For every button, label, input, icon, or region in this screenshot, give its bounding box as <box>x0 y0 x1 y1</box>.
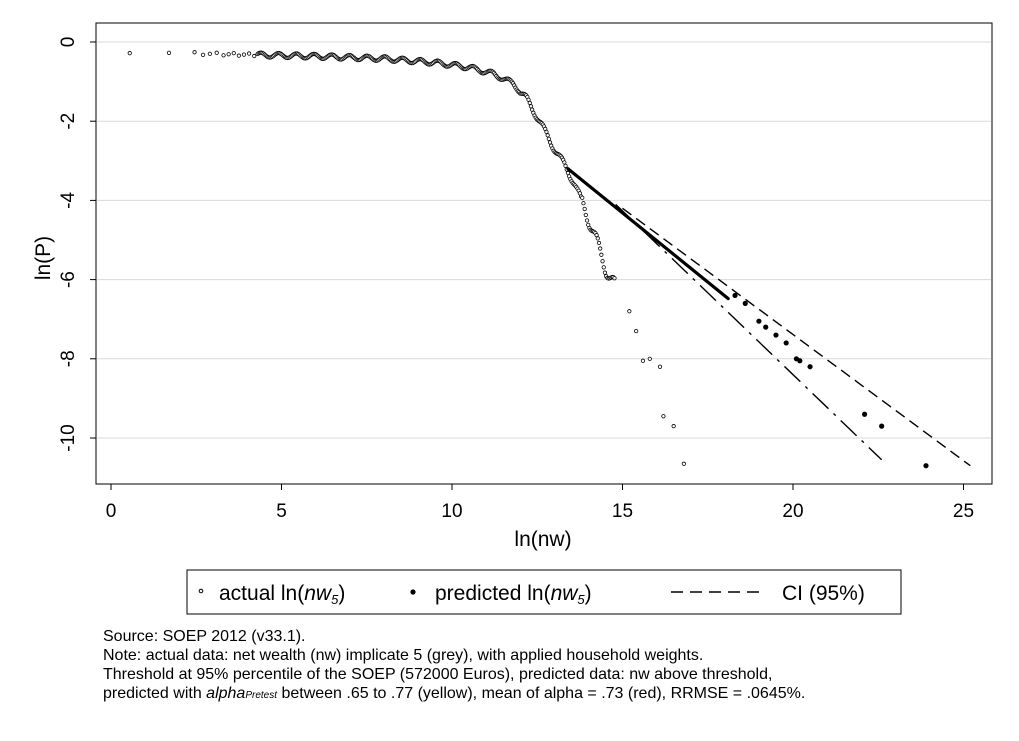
gridlines <box>97 41 991 439</box>
actual-point <box>657 364 663 369</box>
actual-point <box>634 328 639 334</box>
y-tick-label: -6 <box>58 271 79 288</box>
actual-point <box>640 358 646 363</box>
note-line-3: predicted with alphaPretest between .65 … <box>103 685 806 702</box>
actual-point <box>226 52 231 57</box>
predicted-point <box>763 324 769 330</box>
note-line-2: Threshold at 95% percentile of the SOEP … <box>103 666 773 683</box>
actual-point <box>681 461 686 466</box>
x-tick-label: 15 <box>612 501 633 522</box>
chart-notes: Source: SOEP 2012 (v33.1). Note: actual … <box>103 627 805 705</box>
y-tick-label: -10 <box>58 424 79 451</box>
actual-point <box>247 51 252 56</box>
plot-frame <box>95 22 993 485</box>
actual-point <box>583 212 588 218</box>
actual-point <box>544 129 549 134</box>
x-axis: 0 5 10 15 20 25 <box>106 484 974 522</box>
predicted-point <box>923 463 929 469</box>
actual-point <box>595 236 600 241</box>
legend-predicted-marker <box>410 589 416 595</box>
actual-point <box>545 133 550 138</box>
actual-point <box>596 240 602 246</box>
actual-point <box>661 414 666 419</box>
y-axis-title: ln(P) <box>32 236 55 280</box>
x-tick-label: 10 <box>441 501 462 522</box>
actual-point <box>600 259 605 264</box>
actual-point <box>231 51 236 56</box>
actual-point <box>647 356 652 361</box>
predicted-point <box>797 358 803 364</box>
actual-point <box>127 51 132 56</box>
actual-point <box>241 52 247 57</box>
actual-point <box>527 100 532 105</box>
predicted-point <box>862 411 868 417</box>
actual-point <box>252 53 257 59</box>
predicted-point <box>732 292 738 299</box>
legend-box <box>186 569 902 615</box>
actual-point <box>582 206 587 212</box>
actual-point <box>584 218 590 223</box>
predicted-line <box>566 167 730 301</box>
legend-ci-label: CI (95%) <box>782 582 865 605</box>
x-tick-label: 5 <box>276 501 287 522</box>
legend-actual-marker <box>198 588 204 594</box>
predicted-point <box>807 364 813 370</box>
y-tick-label: -4 <box>58 192 79 209</box>
predicted-point <box>742 300 748 306</box>
note-source: Source: SOEP 2012 (v33.1). <box>103 628 306 645</box>
data-marks <box>127 50 971 469</box>
legend-actual-label: actual ln(nw5) <box>219 582 345 607</box>
actual-point <box>562 160 567 165</box>
y-axis: 0 -2 -4 -6 -8 -10 <box>58 37 96 452</box>
predicted-point <box>756 318 762 324</box>
note-line-1: Note: actual data: net wealth (nw) impli… <box>103 647 704 664</box>
actual-point <box>192 50 197 55</box>
legend-predicted-label: predicted ln(nw5) <box>435 582 592 607</box>
actual-point <box>601 265 606 270</box>
actual-point <box>207 51 212 56</box>
x-tick-label: 20 <box>782 501 803 522</box>
actual-point <box>581 201 586 206</box>
actual-point <box>612 276 617 281</box>
actual-point <box>236 53 241 58</box>
actual-point <box>563 163 568 168</box>
y-tick-label: -2 <box>58 113 79 130</box>
predicted-point <box>783 340 789 346</box>
y-tick-label: -8 <box>58 350 79 367</box>
x-tick-label: 25 <box>953 501 974 522</box>
x-axis-title: ln(nw) <box>514 528 571 551</box>
x-tick-label: 0 <box>106 501 117 522</box>
actual-point <box>602 270 608 275</box>
ci-upper-line <box>622 207 971 467</box>
y-tick-label: 0 <box>58 37 79 48</box>
actual-point <box>166 50 172 55</box>
actual-point <box>528 104 534 109</box>
actual-point <box>214 50 219 55</box>
predicted-point <box>879 423 885 429</box>
actual-point <box>627 309 632 314</box>
predicted-point <box>773 332 779 338</box>
actual-point <box>221 53 226 58</box>
actual-point <box>671 424 676 429</box>
actual-point <box>599 252 604 257</box>
actual-point <box>598 246 603 251</box>
actual-point <box>546 136 551 141</box>
actual-point <box>580 195 585 200</box>
actual-point <box>200 52 206 57</box>
